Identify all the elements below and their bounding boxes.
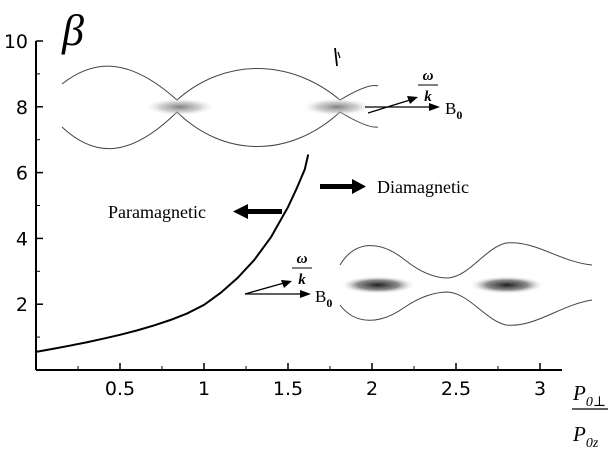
upper-b0-arrow-head	[429, 103, 440, 111]
paramagnetic-arrow-shaft	[246, 209, 282, 214]
y-tick-label: 8	[16, 97, 28, 119]
upper-k-label: k	[424, 89, 432, 105]
upper-b0-label: B0	[445, 99, 462, 122]
diamagnetic-label: Diamagnetic	[377, 177, 469, 197]
x-axis-label: P0⊥ P0z	[572, 381, 608, 451]
x-tick-label: 3	[534, 378, 546, 400]
lower-wave-envelope-bottom	[339, 291, 593, 326]
y-axis-label: β	[61, 6, 84, 55]
lower-k-label: k	[298, 272, 306, 288]
x-tick-label: 1.5	[273, 378, 303, 400]
lower-k-arrow-line	[244, 282, 285, 295]
upper-k-arrow-line	[367, 99, 411, 114]
cursor-mark-tick	[337, 51, 341, 59]
y-tick-label: 2	[16, 294, 28, 316]
upper-wave-blob-right	[301, 98, 373, 116]
paramagnetic-label: Paramagnetic	[108, 202, 206, 222]
x-tick-label: 2.5	[441, 378, 471, 400]
paramagnetic-annotation: Paramagnetic	[108, 202, 282, 222]
x-label-numerator: P0⊥	[572, 381, 606, 410]
lower-wave-illustration: ω k B0	[244, 242, 593, 326]
diamagnetic-arrow-head	[352, 179, 366, 194]
axis-ticks	[36, 40, 541, 370]
lower-wave-envelope-top	[339, 242, 593, 279]
paramagnetic-arrow-head	[233, 204, 248, 219]
cursor-mark	[334, 47, 338, 67]
y-tick-label: 4	[16, 228, 28, 250]
y-tick-label: 10	[4, 31, 28, 53]
upper-wave-envelope-bottom	[61, 111, 379, 150]
upper-wave-illustration: ω k B0	[61, 47, 462, 150]
diamagnetic-arrow-shaft	[320, 184, 356, 189]
y-tick-label: 6	[16, 163, 28, 185]
x-tick-label: 0.5	[105, 378, 135, 400]
x-tick-label: 2	[366, 378, 378, 400]
upper-omega-label: ω	[423, 68, 434, 84]
x-label-denominator: P0z	[572, 422, 599, 451]
upper-k-arrow-head	[407, 96, 418, 104]
lower-b0-label: B0	[315, 287, 332, 310]
x-tick-label: 1	[198, 378, 210, 400]
lower-wave-blob-left	[340, 276, 416, 294]
upper-wave-envelope-top	[61, 65, 379, 101]
axis-tick-labels: 0.5 1 1.5 2 2.5 3 2 4 6 8 10	[4, 31, 546, 400]
diamagnetic-annotation: Diamagnetic	[320, 177, 469, 197]
upper-wave-blob-left	[144, 98, 216, 116]
lower-omega-label: ω	[297, 251, 308, 267]
lower-b0-arrow-head	[300, 290, 311, 298]
lower-wave-blob-right	[469, 276, 545, 294]
lower-k-arrow-head	[281, 280, 292, 288]
beta-curve	[35, 154, 310, 353]
